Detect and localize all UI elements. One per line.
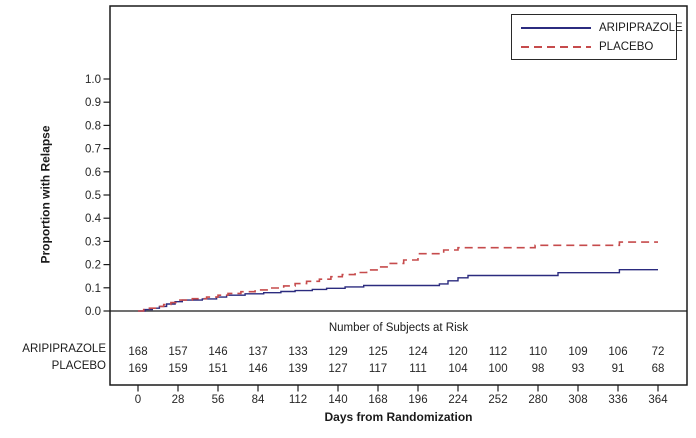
- legend-label-aripiprazole: ARIPIPRAZOLE: [599, 21, 683, 34]
- risk-count-placebo: 139: [288, 363, 307, 375]
- aripiprazole-line-swatch: [521, 26, 591, 29]
- x-tick-label: 0: [135, 394, 141, 406]
- risk-count-aripiprazole: 168: [128, 346, 147, 358]
- x-tick-label: 336: [608, 394, 627, 406]
- x-tick-label: 84: [252, 394, 265, 406]
- risk-count-aripiprazole: 157: [168, 346, 187, 358]
- y-tick-label: 0.5: [85, 190, 101, 202]
- placebo-line-swatch: [521, 45, 591, 48]
- x-tick-label: 224: [448, 394, 468, 406]
- risk-count-aripiprazole: 112: [489, 346, 507, 358]
- risk-count-placebo: 111: [409, 363, 426, 375]
- risk-count-placebo: 104: [448, 363, 468, 375]
- risk-count-placebo: 93: [572, 363, 585, 375]
- risk-count-placebo: 127: [328, 363, 347, 375]
- risk-count-placebo: 159: [168, 363, 187, 375]
- y-axis-title: Proportion with Relapse: [38, 125, 53, 264]
- x-tick-label: 140: [328, 394, 347, 406]
- x-tick-label: 252: [488, 394, 507, 406]
- risk-count-aripiprazole: 109: [568, 346, 587, 358]
- risk-count-aripiprazole: 120: [448, 346, 467, 358]
- y-tick-label: 0.9: [85, 97, 101, 109]
- risk-count-aripiprazole: 146: [208, 346, 227, 358]
- legend-item-placebo: PLACEBO: [521, 37, 676, 56]
- y-tick-label: 0.0: [85, 306, 101, 318]
- risk-row-label-aripiprazole: ARIPIPRAZOLE: [22, 343, 106, 355]
- risk-count-placebo: 100: [488, 363, 507, 375]
- y-tick-label: 1.0: [85, 74, 101, 86]
- x-axis-title: Days from Randomization: [324, 410, 473, 424]
- x-tick-label: 196: [408, 394, 427, 406]
- x-tick-label: 364: [648, 394, 668, 406]
- risk-count-aripiprazole: 125: [368, 346, 387, 358]
- y-tick-label: 0.1: [85, 283, 101, 295]
- x-tick-label: 28: [172, 394, 185, 406]
- y-tick-label: 0.8: [85, 120, 101, 132]
- x-tick-label: 280: [528, 394, 547, 406]
- risk-table-title: Number of Subjects at Risk: [328, 322, 469, 334]
- legend-item-aripiprazole: ARIPIPRAZOLE: [521, 18, 683, 37]
- risk-row-label-placebo: PLACEBO: [51, 360, 106, 372]
- x-tick-label: 56: [212, 394, 225, 406]
- risk-count-placebo: 98: [532, 363, 545, 375]
- aripiprazole-curve: [138, 269, 658, 312]
- risk-count-aripiprazole: 72: [652, 346, 665, 358]
- risk-count-aripiprazole: 129: [328, 346, 347, 358]
- legend-label-placebo: PLACEBO: [599, 40, 654, 53]
- risk-count-aripiprazole: 124: [408, 346, 428, 358]
- y-tick-label: 0.3: [85, 236, 101, 248]
- risk-count-placebo: 169: [128, 363, 147, 375]
- risk-count-placebo: 68: [652, 363, 665, 375]
- x-tick-label: 308: [568, 394, 587, 406]
- risk-count-placebo: 91: [612, 363, 625, 375]
- risk-count-placebo: 151: [208, 363, 227, 375]
- x-tick-label: 168: [368, 394, 387, 406]
- y-tick-label: 0.4: [85, 213, 102, 225]
- risk-count-aripiprazole: 110: [529, 346, 547, 358]
- risk-count-aripiprazole: 137: [248, 346, 267, 358]
- risk-count-aripiprazole: 106: [608, 346, 627, 358]
- placebo-curve: [138, 241, 658, 312]
- y-tick-label: 0.2: [85, 260, 101, 272]
- y-tick-label: 0.6: [85, 167, 101, 179]
- y-tick-label: 0.7: [85, 144, 101, 156]
- legend: ARIPIPRAZOLE PLACEBO: [511, 14, 683, 60]
- x-tick-label: 112: [289, 394, 307, 406]
- risk-count-placebo: 117: [369, 363, 387, 375]
- risk-count-placebo: 146: [248, 363, 267, 375]
- risk-count-aripiprazole: 133: [288, 346, 307, 358]
